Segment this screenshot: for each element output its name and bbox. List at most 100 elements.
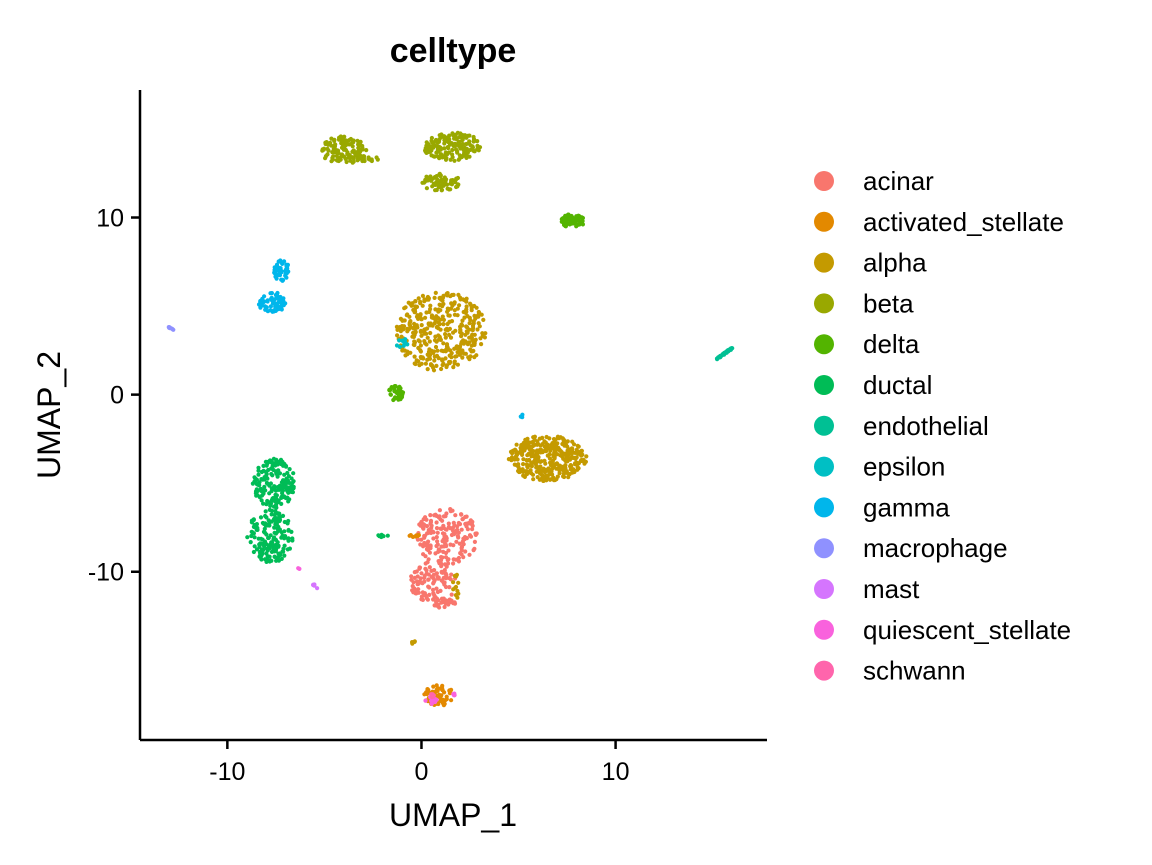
data-point [443,335,448,340]
legend-item-endothelial: endothelial [814,411,989,441]
legend-label: epsilon [863,452,945,482]
data-point [269,540,274,545]
data-point [521,473,526,478]
data-point [514,451,519,456]
data-point [439,600,444,605]
data-point [512,457,517,462]
data-point [556,435,561,440]
data-point [464,135,469,140]
data-point [463,308,468,313]
data-point [285,266,290,271]
data-point [568,464,573,469]
data-point [430,587,436,592]
data-point [431,536,436,541]
data-point [441,596,446,601]
data-point [444,342,450,347]
data-point [263,488,268,493]
data-point [331,154,336,159]
data-point [266,467,271,473]
data-point [530,472,536,477]
data-point [265,459,270,465]
data-point [459,138,464,143]
data-point [445,345,450,351]
data-point [428,330,433,336]
data-point [256,472,261,477]
data-point [330,157,336,162]
data-point [269,471,274,477]
data-point [276,555,281,560]
data-point [573,220,578,225]
data-point [441,580,446,585]
data-point [429,135,434,141]
data-point [423,361,428,366]
legend-item-alpha: alpha [814,248,927,278]
data-point [428,352,433,358]
data-point [252,535,257,540]
data-point [401,348,406,353]
data-point [449,351,454,356]
data-point [525,453,530,458]
data-point [452,158,457,163]
data-point [336,151,341,156]
series-acinar [409,507,479,610]
data-point [431,140,436,145]
data-point [420,303,425,308]
data-point [553,462,558,467]
data-point [262,299,267,304]
data-point [441,322,446,327]
data-point [276,267,281,272]
data-point [287,467,292,472]
data-point [470,523,475,529]
data-point [271,498,276,503]
data-point [414,588,419,593]
legend-label: mast [863,574,920,604]
data-point [425,335,430,340]
data-point [281,549,286,554]
data-point [513,447,518,452]
data-point [259,477,264,482]
data-point [286,538,291,543]
data-point [575,451,581,456]
data-point [440,357,445,362]
data-point [434,314,439,319]
data-point [434,174,439,179]
data-point [452,361,457,366]
data-point [560,464,566,469]
data-point [520,415,525,420]
legend-key [814,579,834,599]
data-point [468,347,473,352]
data-point [433,689,438,694]
data-point [429,146,434,151]
data-point [436,547,441,552]
legend-label: alpha [863,248,927,278]
data-point [549,446,555,451]
data-point [263,509,268,514]
data-point [425,178,430,183]
data-point [445,321,450,327]
data-point [377,534,382,539]
data-point [464,514,469,519]
data-point [472,149,477,154]
data-point [444,697,449,702]
data-point [282,543,287,548]
data-point [579,458,584,463]
data-point [252,544,257,549]
data-point [574,214,579,219]
data-point [271,299,276,304]
data-point [427,356,433,361]
data-point [413,330,418,335]
data-point [275,474,280,479]
data-point [574,224,579,229]
data-point [460,539,465,544]
data-point [471,137,477,142]
data-point [435,686,440,691]
data-point [426,142,431,147]
data-point [355,138,360,143]
data-point [448,181,453,186]
data-point [446,548,451,553]
data-point [456,555,461,561]
data-point [455,150,460,155]
data-point [284,271,289,276]
data-point [459,512,464,517]
data-point [254,547,260,552]
